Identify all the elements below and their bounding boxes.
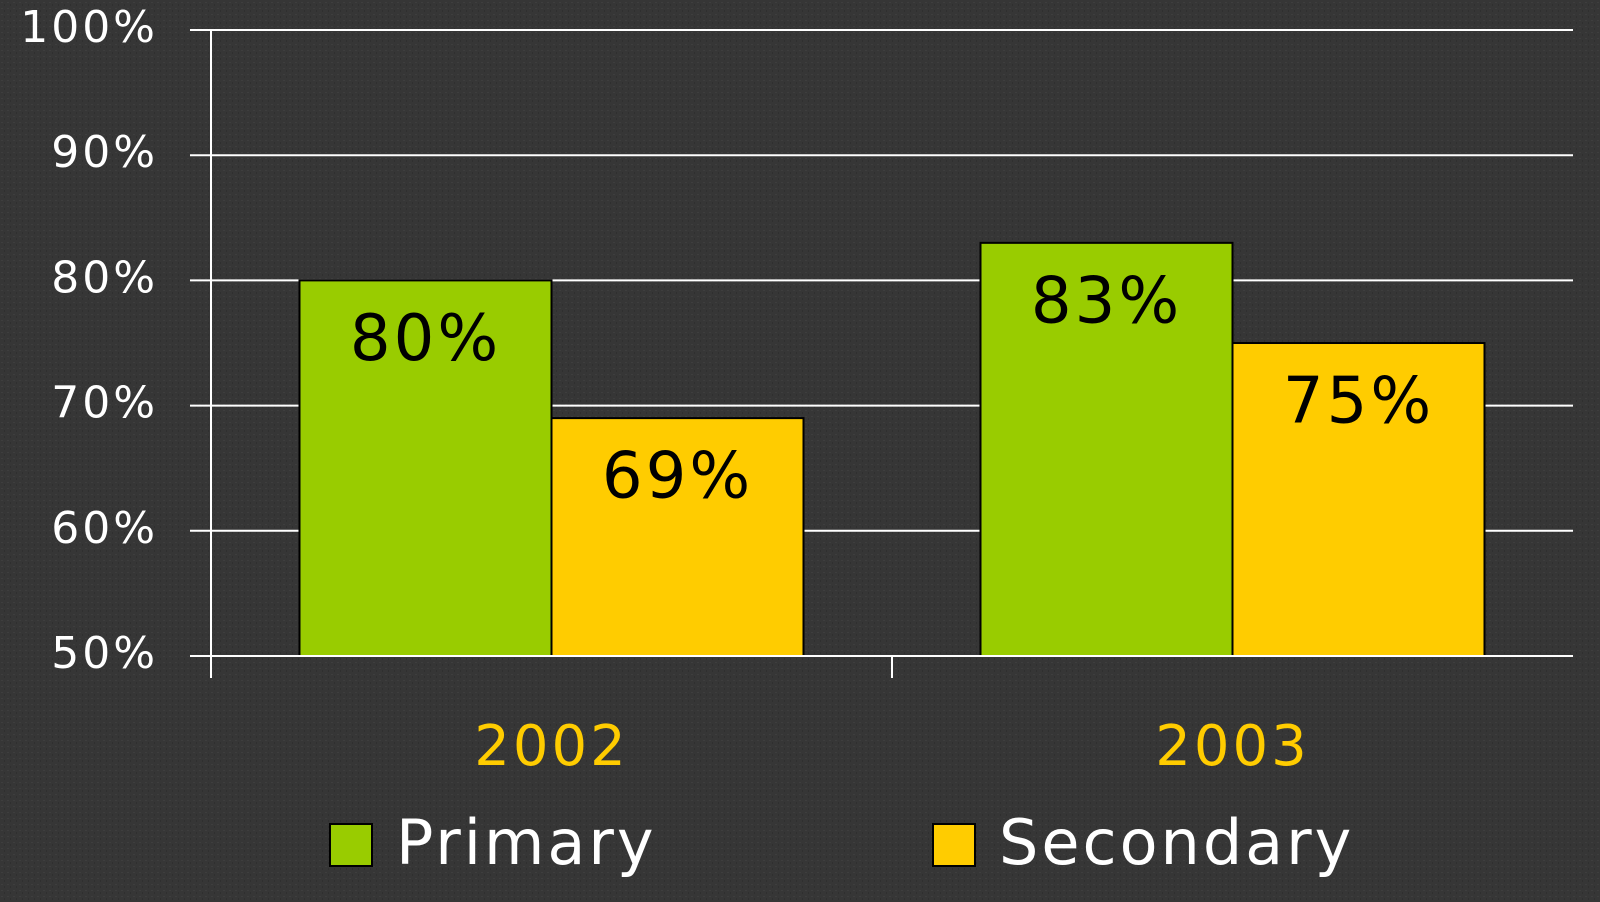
bar bbox=[550, 417, 805, 657]
x-tick-label: 2003 bbox=[1155, 714, 1310, 779]
y-tick-label: 70% bbox=[51, 378, 158, 429]
value-label: 80% bbox=[350, 302, 501, 376]
y-tick-label: 90% bbox=[51, 127, 158, 178]
legend-swatch bbox=[932, 823, 976, 867]
y-tick-label: 60% bbox=[51, 503, 158, 554]
legend-swatch bbox=[329, 823, 373, 867]
x-tick-label: 2002 bbox=[474, 714, 629, 779]
value-label: 75% bbox=[1283, 365, 1434, 439]
legend-label: Primary bbox=[396, 806, 657, 879]
value-label: 83% bbox=[1031, 264, 1182, 338]
legend-label: Secondary bbox=[999, 806, 1354, 879]
y-tick-label: 100% bbox=[20, 2, 158, 53]
y-tick-label: 80% bbox=[51, 252, 158, 303]
y-tick-label: 50% bbox=[51, 628, 158, 679]
bar bbox=[298, 279, 553, 657]
bar bbox=[1231, 342, 1486, 657]
value-label: 69% bbox=[602, 440, 753, 514]
bar bbox=[979, 241, 1234, 657]
